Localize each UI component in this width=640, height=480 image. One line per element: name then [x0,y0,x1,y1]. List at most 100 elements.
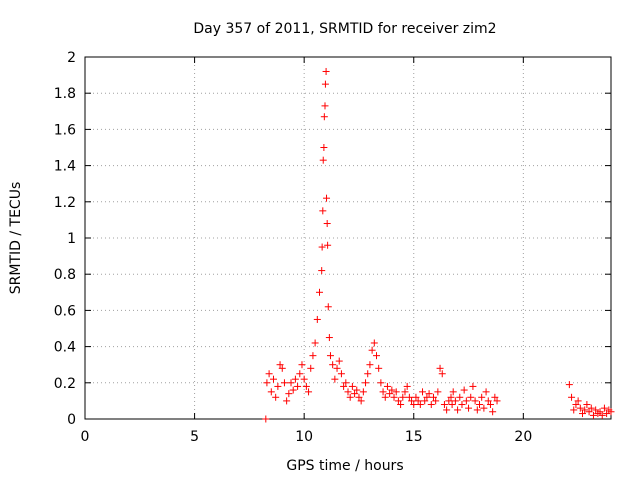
data-point [465,404,473,412]
data-point [362,379,370,387]
data-point [379,388,387,396]
data-point [434,388,442,396]
data-point [298,361,306,369]
y-tick-label: 1.2 [54,195,76,211]
data-point [425,390,433,398]
chart-title: Day 357 of 2011, SRMTID for receiver zim… [193,21,496,37]
data-point [364,370,372,378]
y-tick-label: 1 [67,231,76,247]
data-point [412,393,420,401]
data-point [390,393,398,401]
data-point [484,397,492,405]
x-tick-label: 20 [514,429,532,445]
data-point [285,390,293,398]
data-point [427,401,435,409]
data-point [570,406,578,414]
data-point [283,397,291,405]
data-point [600,404,608,412]
data-point [381,393,389,401]
data-point [585,408,593,416]
y-tick-label: 0.4 [54,340,76,356]
data-point [351,390,359,398]
data-point [432,397,440,405]
data-point [375,364,383,372]
data-point [294,382,302,390]
data-point [438,370,446,378]
data-point [274,382,282,390]
data-point [440,401,448,409]
data-point [324,241,332,249]
data-point [598,411,606,419]
data-point [386,390,394,398]
data-point [319,207,327,215]
data-point [491,393,499,401]
data-point [377,379,385,387]
axis-ticks: 00.20.40.60.811.21.41.61.820 5 10 15 20 [54,50,611,445]
data-point [467,393,475,401]
data-point [581,406,589,414]
data-point [480,404,488,412]
data-point [368,346,376,354]
data-point [469,382,477,390]
data-point [436,364,444,372]
y-tick-label: 0 [67,412,76,428]
data-point [473,406,481,414]
data-point [276,361,284,369]
data-point [291,375,299,383]
data-point [462,397,470,405]
data-point [489,408,497,416]
data-point [583,401,591,409]
data-point [342,379,350,387]
data-point [340,382,348,390]
data-point [416,401,424,409]
data-point [296,370,304,378]
data-point [331,375,339,383]
data-point [576,404,584,412]
y-tick-label: 0.8 [54,267,76,283]
data-point [357,397,365,405]
data-point [321,102,329,110]
y-tick-label: 1.4 [54,159,76,175]
data-point [305,388,313,396]
data-point [287,379,295,387]
data-point [405,393,413,401]
data-point [392,388,400,396]
data-point [448,401,456,409]
data-point [394,397,402,405]
data-point [263,379,271,387]
data-point [319,156,327,164]
x-tick-label: 5 [190,429,199,445]
data-point [429,393,437,401]
data-point [592,406,600,414]
data-point [348,382,356,390]
data-point [449,388,457,396]
data-point [272,393,280,401]
y-tick-label: 0.2 [54,376,76,392]
data-point [579,410,587,418]
data-point [311,339,319,347]
data-point [478,393,486,401]
data-point [572,401,580,409]
data-point [587,404,595,412]
data-point [323,220,331,228]
data-point [370,339,378,347]
data-point [443,406,451,414]
data-point [280,379,288,387]
data-point [565,381,573,389]
data-point [419,388,427,396]
data-point [313,315,321,323]
data-point [482,388,490,396]
data-point [318,243,326,251]
x-tick-label: 0 [81,429,90,445]
data-point [267,388,275,396]
y-tick-label: 0.6 [54,303,76,319]
data-point [335,357,343,365]
data-point [353,386,361,394]
x-axis-label: GPS time / hours [286,458,403,474]
data-point [607,408,615,416]
data-point [574,397,582,405]
data-point [403,382,411,390]
data-point [568,393,576,401]
data-point [359,388,367,396]
data-point [486,401,494,409]
